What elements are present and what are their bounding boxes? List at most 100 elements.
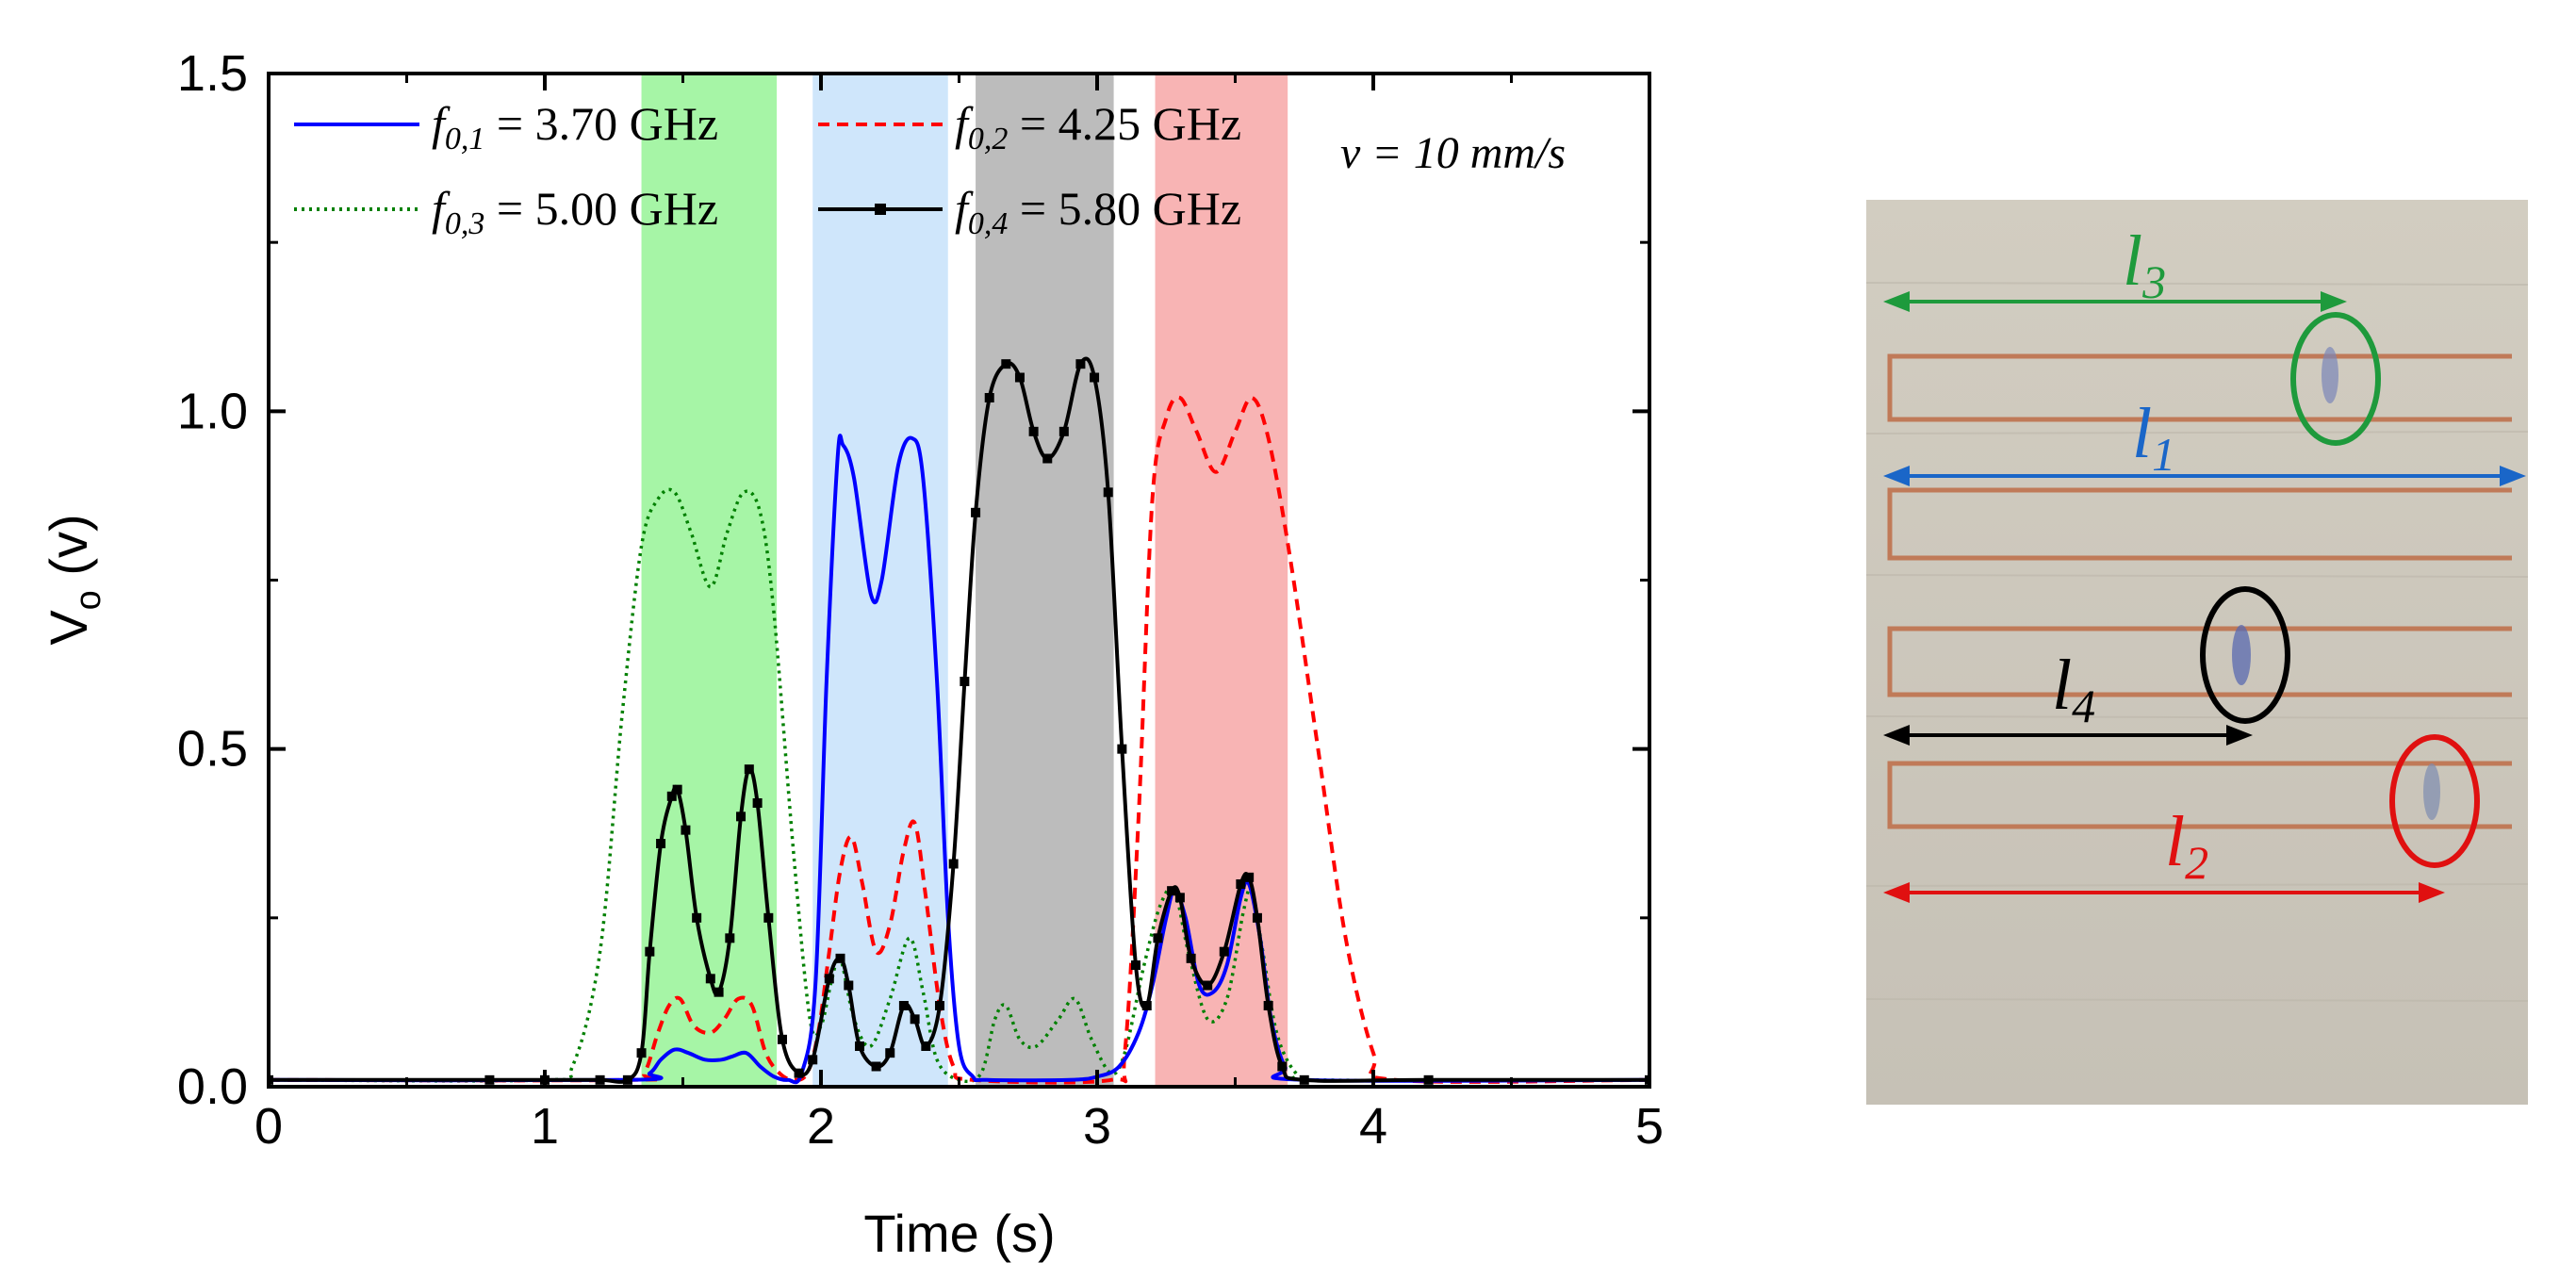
x-tick-label: 0: [254, 1098, 283, 1155]
arrow-l1: [1883, 466, 2526, 486]
series-4-marker-8: [666, 791, 677, 801]
series-4-marker-7: [656, 839, 666, 848]
ticks-layer: [267, 72, 1651, 1089]
trace-2: [1887, 487, 2512, 561]
photo-background: [1866, 200, 2528, 1105]
shaded-region-1: [641, 74, 778, 1087]
series-4-marker-58: [1299, 1074, 1309, 1085]
series-4-marker-52: [1219, 946, 1229, 957]
chart: 0 1 2 3 4 5 0.0 0.5 1.0 1.5 Time (s) Vo (v) f0,1 …: [39, 45, 1664, 1263]
sensor-photo: l3 l1 l4 l2: [1865, 200, 2529, 1105]
series-4-marker-10: [681, 825, 691, 835]
series-4-marker-50: [1186, 953, 1196, 963]
y-tick-label: 0.0: [177, 1058, 248, 1115]
legend-label-f02: f0,2 = 4.25 GHz: [955, 97, 1241, 156]
legend: f0,1 = 3.70 GHz f0,2 = 4.25 GHz f0,3 = 5…: [294, 97, 1566, 241]
mark-l4: [2232, 625, 2251, 685]
x-tick-label: 3: [1083, 1098, 1111, 1155]
arrow-l4: [1883, 725, 2253, 746]
y-axis-label-unit: (v): [39, 514, 98, 590]
series-4-marker-35: [984, 393, 994, 402]
series-line-2: [269, 395, 1649, 1085]
x-tick-label: 1: [531, 1098, 559, 1155]
y-tick-label: 0.5: [177, 721, 248, 778]
x-tick-label: 4: [1359, 1098, 1387, 1155]
series-4-marker-13: [714, 987, 724, 997]
series-4-marker-26: [871, 1061, 881, 1072]
series-4-marker-31: [934, 1001, 944, 1010]
speed-annotation: v = 10 mm/s: [1340, 128, 1566, 178]
trace-3: [1887, 626, 2512, 697]
x-axis-label: Time (s): [863, 1204, 1055, 1263]
label-l3: l3: [2123, 221, 2166, 308]
series-layer: [269, 356, 1649, 1085]
label-l1: l1: [2132, 394, 2175, 481]
series-line-1: [269, 434, 1649, 1085]
series-4-marker-23: [835, 953, 845, 963]
series-4-marker-11: [692, 912, 702, 923]
photo-texture: [1865, 282, 2529, 1002]
y-axis-label-main: V: [39, 610, 98, 646]
y-axis-label: Vo (v): [39, 514, 108, 645]
legend-label-f01: f0,1 = 3.70 GHz: [432, 97, 718, 156]
tick-labels-layer: 0 1 2 3 4 5 0.0 0.5 1.0 1.5: [177, 45, 1664, 1155]
y-tick-label: 1.5: [177, 45, 248, 102]
series-4-marker-24: [844, 980, 854, 991]
series-4-marker-38: [1028, 426, 1039, 436]
x-tick-label: 5: [1635, 1098, 1664, 1155]
series-4-marker-45: [1131, 960, 1141, 970]
series-4-marker-25: [855, 1041, 865, 1051]
legend-label-f03: f0,3 = 5.00 GHz: [432, 182, 718, 241]
label-l4: l4: [2052, 646, 2095, 732]
trace-1: [1887, 353, 2512, 422]
series-4-marker-20: [794, 1068, 804, 1078]
series-4-marker-21: [808, 1055, 818, 1065]
series-4-marker-22: [824, 974, 834, 984]
arrow-l2: [1883, 882, 2445, 903]
label-l2: l2: [2165, 802, 2208, 889]
series-4-marker-29: [910, 1014, 920, 1025]
series-4-marker-48: [1167, 886, 1177, 896]
series-4-marker-55: [1252, 912, 1262, 923]
arrow-l3: [1883, 291, 2347, 312]
series-4-marker-12: [705, 974, 715, 984]
series-4-marker-5: [636, 1048, 647, 1058]
series-4-marker-16: [744, 764, 754, 775]
series-4-marker-39: [1042, 453, 1053, 464]
mark-l2: [2423, 763, 2440, 820]
shaded-region-4: [1155, 74, 1288, 1087]
series-4-marker-3: [595, 1074, 605, 1085]
series-4-marker-49: [1174, 893, 1185, 903]
series-4-marker-46: [1141, 1001, 1152, 1010]
series-4-marker-27: [885, 1048, 895, 1058]
series-4-marker-59: [1423, 1074, 1434, 1085]
series-4-marker-6: [645, 946, 655, 957]
series-4-marker-18: [763, 912, 774, 923]
series-4-marker-41: [1075, 359, 1086, 369]
series-4-marker-30: [921, 1041, 931, 1051]
series-4-marker-44: [1117, 744, 1127, 754]
series-4-marker-1: [484, 1074, 495, 1085]
series-4-marker-33: [960, 677, 970, 686]
circle-l4: [2200, 586, 2290, 724]
mark-l3: [2322, 347, 2338, 403]
y-axis-label-sub: o: [69, 590, 108, 610]
legend-marker-f04: [875, 204, 886, 215]
series-4-marker-56: [1263, 1001, 1273, 1010]
series-4-marker-9: [672, 784, 682, 795]
svg-text:Vo (v): Vo (v): [39, 514, 108, 645]
series-4-marker-51: [1203, 980, 1213, 991]
circle-l3: [2290, 312, 2381, 446]
series-4-marker-14: [725, 933, 735, 943]
series-4-marker-47: [1153, 933, 1163, 943]
series-4-marker-0: [269, 1074, 273, 1085]
series-4-marker-34: [971, 507, 981, 517]
y-tick-label: 1.0: [177, 383, 248, 439]
series-4-marker-57: [1277, 1061, 1288, 1072]
series-4-marker-43: [1103, 487, 1113, 498]
series-4-marker-42: [1090, 372, 1100, 383]
series-4-marker-54: [1244, 872, 1255, 882]
series-4-marker-4: [622, 1074, 632, 1085]
shaded-region-3: [976, 74, 1114, 1087]
